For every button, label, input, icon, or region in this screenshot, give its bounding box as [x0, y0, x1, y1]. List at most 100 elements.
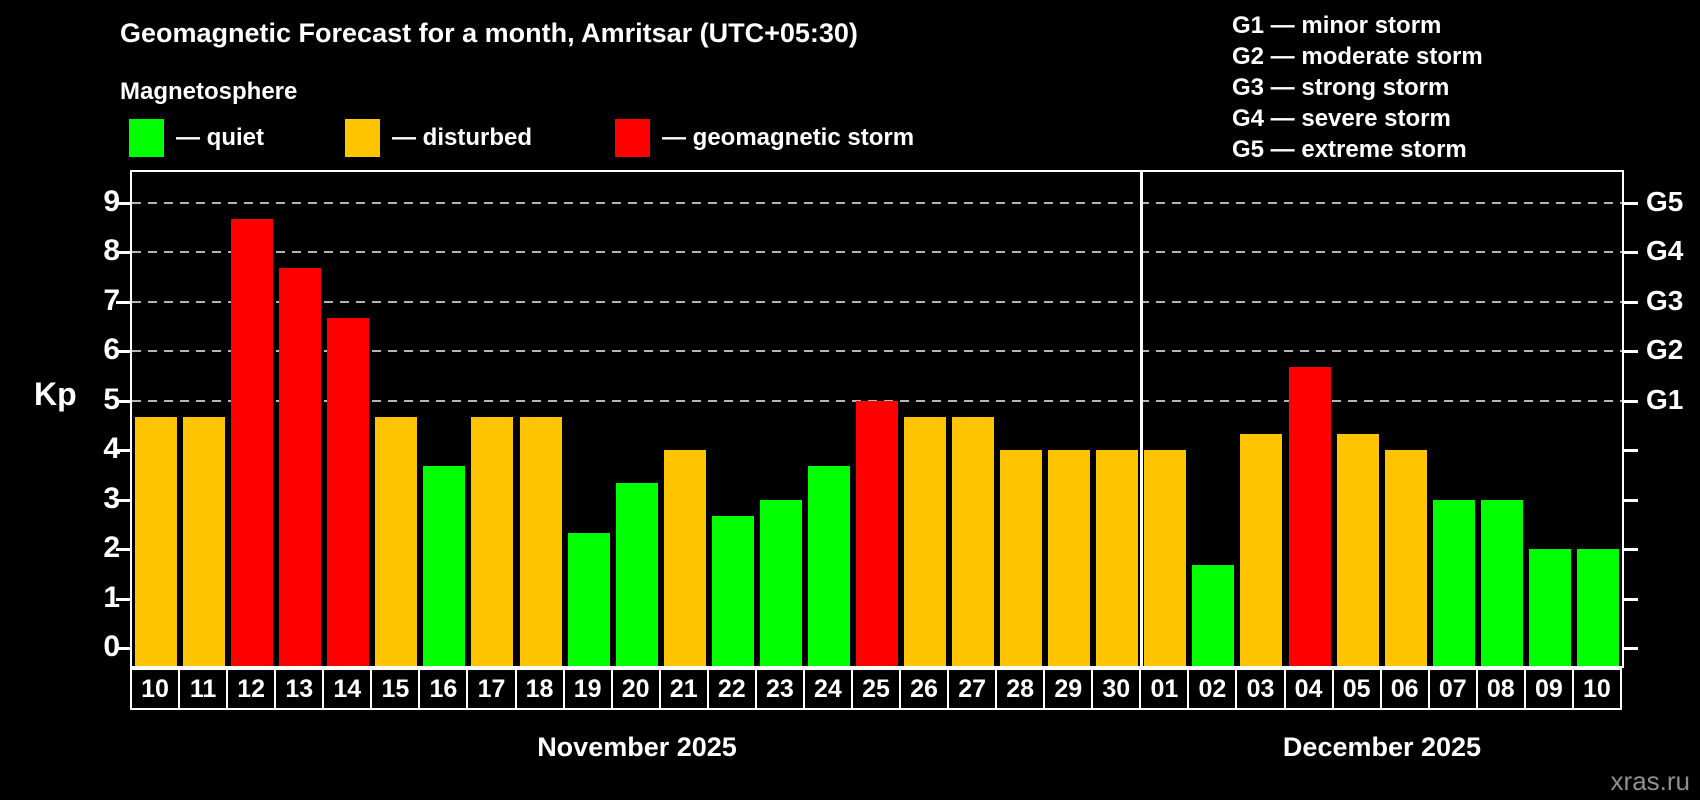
y-axis-title: Kp [34, 376, 77, 412]
date-box-dec-02: 02 [1187, 668, 1238, 710]
g1-legend-line: G1 — minor storm [1232, 12, 1442, 39]
kp-bar-dec-09 [1528, 549, 1571, 666]
kp-bar-dec-07 [1432, 499, 1475, 666]
date-box-dec-08: 08 [1475, 668, 1526, 710]
date-box-dec-05: 05 [1331, 668, 1382, 710]
date-box-nov-30: 30 [1091, 668, 1142, 710]
page-title: Geomagnetic Forecast for a month, Amrits… [120, 18, 858, 48]
legend-label-storm: — geomagnetic storm [662, 124, 915, 151]
kp-bar-nov-27 [952, 416, 995, 666]
date-box-nov-27: 27 [947, 668, 998, 710]
kp-bar-nov-15 [375, 416, 418, 666]
date-box-nov-26: 26 [899, 668, 950, 710]
x-axis-date-row: 10 11 12 13 14 15 16 17 18 19 20 21 22 23 24 25 26 27 28 29… [130, 668, 1622, 710]
right-tick-kp7 [1624, 300, 1638, 304]
right-tick-kp6 [1624, 350, 1638, 353]
y-axis-label-1: 1 [103, 580, 120, 614]
y-axis-label-7: 7 [103, 283, 120, 317]
date-box-dec-01: 01 [1139, 668, 1190, 710]
g4-legend-line: G4 — severe storm [1232, 105, 1451, 132]
date-box-nov-22: 22 [706, 668, 757, 710]
plot-area [130, 170, 1624, 668]
y-axis-label-4: 4 [103, 432, 120, 465]
date-box-nov-11: 11 [178, 668, 229, 710]
date-box-nov-15: 15 [370, 668, 421, 710]
date-box-nov-12: 12 [226, 668, 277, 710]
date-box-dec-04: 04 [1283, 668, 1334, 710]
kp-bar-nov-14 [327, 317, 370, 666]
y-axis-label-6: 6 [103, 333, 120, 366]
legend-item-disturbed: — disturbed [345, 118, 532, 158]
left-tick-kp2 [116, 548, 130, 551]
kp-bar-nov-21 [663, 450, 706, 666]
date-box-nov-19: 19 [562, 668, 613, 710]
date-box-nov-18: 18 [514, 668, 565, 710]
left-tick-kp6 [116, 350, 130, 353]
left-tick-kp1 [116, 597, 130, 601]
kp-bar-nov-11 [183, 416, 226, 666]
date-box-nov-20: 20 [610, 668, 661, 710]
g2-legend-line: G2 — moderate storm [1232, 43, 1483, 70]
date-box-dec-10: 10 [1571, 668, 1622, 710]
kp-bar-nov-28 [1000, 450, 1043, 666]
left-tick-kp0 [116, 647, 130, 650]
date-box-nov-23: 23 [754, 668, 805, 710]
kp-bar-dec-03 [1240, 433, 1283, 666]
kp-bar-dec-01 [1144, 450, 1187, 666]
y-axis-label-0: 0 [103, 630, 120, 663]
right-tick-kp4 [1624, 449, 1638, 452]
g-scale-legend: G1 — minor storm G2 — moderate storm G3 … [1232, 10, 1483, 165]
y-axis-label-8: 8 [103, 234, 120, 267]
right-tick-kp0 [1624, 647, 1638, 650]
date-box-nov-24: 24 [802, 668, 853, 710]
month-label-november: November 2025 [537, 732, 737, 762]
left-tick-kp4 [116, 449, 130, 452]
y-axis-label-5: 5 [103, 382, 120, 416]
date-box-nov-21: 21 [658, 668, 709, 710]
y-axis-label-3: 3 [103, 481, 120, 515]
gridline-kp9 [132, 201, 1622, 204]
kp-bar-nov-22 [711, 515, 754, 666]
legend-item-quiet: — quiet [129, 118, 264, 158]
date-box-nov-25: 25 [850, 668, 901, 710]
y-axis-label-2: 2 [103, 531, 120, 564]
month-separator-line [1139, 172, 1143, 666]
date-box-dec-06: 06 [1379, 668, 1430, 710]
right-axis-label-g4: G4 [1646, 235, 1684, 266]
kp-bar-nov-20 [615, 483, 658, 666]
g5-legend-line: G5 — extreme storm [1232, 136, 1467, 163]
date-box-nov-14: 14 [322, 668, 373, 710]
right-axis-label-g2: G2 [1646, 334, 1684, 365]
kp-bar-nov-12 [231, 218, 274, 666]
date-box-nov-29: 29 [1043, 668, 1094, 710]
right-axis-label-g3: G3 [1646, 284, 1684, 316]
gridline-kp8 [132, 251, 1622, 253]
g3-legend-line: G3 — strong storm [1232, 74, 1450, 101]
right-axis-label-g1: G1 [1646, 383, 1684, 415]
quiet-color-swatch [129, 119, 164, 157]
date-box-nov-28: 28 [995, 668, 1046, 710]
kp-bar-dec-02 [1192, 565, 1235, 666]
kp-bar-nov-30 [1096, 450, 1139, 666]
kp-bar-dec-10 [1576, 549, 1619, 666]
kp-bar-nov-17 [471, 416, 514, 666]
left-tick-kp8 [116, 251, 130, 254]
date-box-dec-09: 09 [1523, 668, 1574, 710]
legend-item-storm: — geomagnetic storm [615, 118, 914, 158]
kp-bar-nov-23 [759, 499, 802, 666]
right-tick-kp2 [1624, 548, 1638, 551]
right-tick-kp9 [1624, 201, 1638, 205]
y-axis-label-9: 9 [103, 184, 120, 218]
right-axis-label-g5: G5 [1646, 185, 1684, 217]
left-tick-kp3 [116, 498, 130, 502]
gridline-kp6 [132, 350, 1622, 352]
left-tick-kp9 [116, 201, 130, 205]
right-tick-kp8 [1624, 251, 1638, 254]
kp-bar-nov-29 [1048, 450, 1091, 666]
left-tick-kp7 [116, 300, 130, 304]
kp-bar-nov-26 [904, 416, 947, 666]
watermark: xras.ru [1610, 766, 1690, 796]
kp-bar-nov-10 [135, 416, 177, 666]
kp-bar-nov-19 [567, 532, 610, 666]
